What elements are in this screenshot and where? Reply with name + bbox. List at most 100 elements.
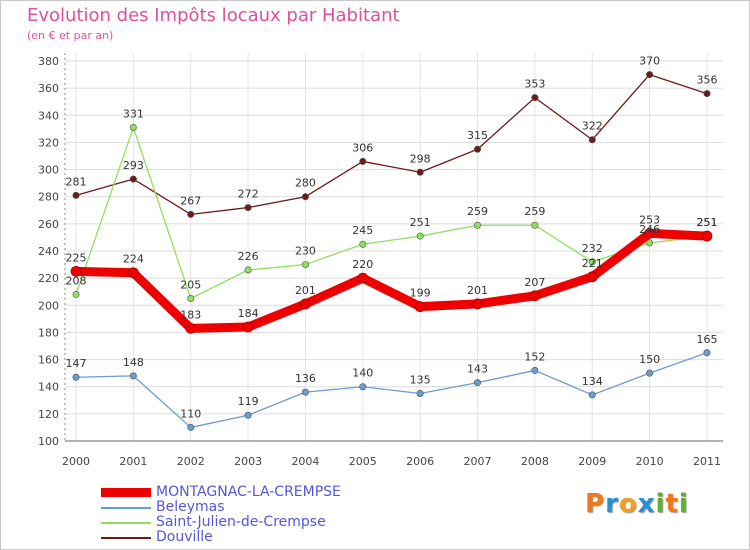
data-point	[187, 210, 195, 218]
data-label: 136	[295, 372, 316, 385]
data-label: 148	[123, 356, 144, 369]
y-tick-label: 140	[38, 381, 59, 394]
data-label: 251	[410, 216, 431, 229]
x-tick-label: 2010	[636, 455, 664, 468]
data-point	[359, 383, 367, 391]
data-point	[70, 265, 82, 277]
y-tick-label: 360	[38, 82, 59, 95]
data-point	[646, 71, 654, 79]
y-tick-label: 220	[38, 272, 59, 285]
legend-label: Douville	[156, 529, 213, 545]
data-point	[300, 298, 311, 310]
data-label: 306	[352, 141, 373, 154]
data-label: 232	[582, 242, 603, 255]
data-label: 251	[696, 216, 717, 229]
data-label: 281	[66, 175, 87, 188]
logo-letter: i	[655, 489, 666, 519]
data-label: 353	[524, 78, 545, 91]
y-tick-label: 260	[38, 218, 59, 231]
data-label: 315	[467, 129, 488, 142]
data-point	[588, 258, 596, 266]
data-label: 205	[180, 279, 201, 292]
y-tick-label: 320	[38, 136, 59, 149]
data-label: 221	[582, 257, 603, 270]
data-point	[242, 321, 254, 333]
data-label: 220	[352, 258, 373, 271]
data-label: 251	[696, 216, 717, 229]
x-tick-label: 2005	[349, 455, 377, 468]
data-label: 298	[410, 152, 431, 165]
x-tick-label: 2003	[234, 455, 262, 468]
data-label: 143	[467, 363, 488, 376]
y-tick-label: 380	[38, 55, 59, 68]
data-label: 165	[696, 333, 717, 346]
data-label: 201	[467, 284, 488, 297]
data-label: 322	[582, 120, 603, 133]
data-label: 183	[180, 308, 201, 321]
logo-letter: t	[665, 489, 679, 519]
data-label: 226	[238, 250, 259, 263]
data-point	[129, 372, 137, 380]
y-tick-label: 120	[38, 408, 59, 421]
y-tick-label: 100	[38, 435, 59, 448]
logo-letter: P	[585, 489, 606, 519]
data-label: 119	[238, 395, 259, 408]
data-point	[129, 175, 137, 183]
data-point	[414, 301, 426, 313]
data-point	[244, 266, 252, 274]
y-tick-label: 180	[38, 326, 59, 339]
data-point	[416, 168, 424, 176]
series-line	[75, 73, 708, 216]
chart-title: Evolution des Impôts locaux par Habitant	[27, 5, 400, 26]
data-point	[531, 94, 539, 102]
data-label: 150	[639, 353, 660, 366]
series-line	[75, 352, 708, 429]
data-label: 246	[639, 223, 660, 236]
data-label: 152	[524, 350, 545, 363]
line-chart: 100 120 140 160 180 200 220 240 260 280 300 320 340 3…	[38, 53, 723, 468]
data-point	[531, 366, 539, 374]
legend-swatch	[101, 537, 151, 539]
x-tick-label: 2002	[177, 455, 205, 468]
data-label: 356	[696, 74, 717, 87]
data-label: 272	[238, 188, 259, 201]
x-tick-label: 2000	[62, 455, 90, 468]
data-point	[357, 272, 369, 284]
legend-label: Saint-Julien-de-Crempse	[156, 514, 326, 530]
data-point	[127, 267, 139, 279]
data-label: 207	[524, 276, 545, 289]
data-label: 245	[352, 224, 373, 237]
data-point	[588, 391, 596, 399]
data-point	[301, 193, 309, 201]
x-tick-label: 2011	[693, 455, 721, 468]
data-point	[644, 227, 655, 239]
data-label: 199	[410, 287, 431, 300]
data-label: 208	[66, 274, 87, 287]
series-line	[71, 228, 712, 333]
y-tick-label: 160	[38, 354, 59, 367]
data-label: 147	[66, 357, 87, 370]
data-point	[703, 90, 711, 98]
data-point	[187, 294, 195, 302]
data-label: 370	[639, 55, 660, 68]
logo-letter: o	[618, 489, 638, 519]
data-point	[72, 373, 80, 381]
data-label: 293	[123, 159, 144, 172]
y-tick-label: 200	[38, 299, 59, 312]
data-point	[529, 290, 541, 302]
legend-swatch	[101, 488, 151, 497]
data-point	[301, 388, 309, 396]
chart-subtitle: (en € et par an)	[27, 29, 114, 42]
data-point	[416, 232, 424, 240]
data-label: 184	[238, 307, 259, 320]
data-point	[472, 298, 483, 310]
data-point	[646, 239, 654, 247]
data-point	[588, 136, 596, 144]
data-label: 201	[295, 284, 316, 297]
x-tick-label: 2001	[119, 455, 147, 468]
data-point	[416, 389, 424, 397]
data-point	[72, 290, 80, 298]
data-label: 135	[410, 374, 431, 387]
data-label: 224	[123, 253, 144, 266]
